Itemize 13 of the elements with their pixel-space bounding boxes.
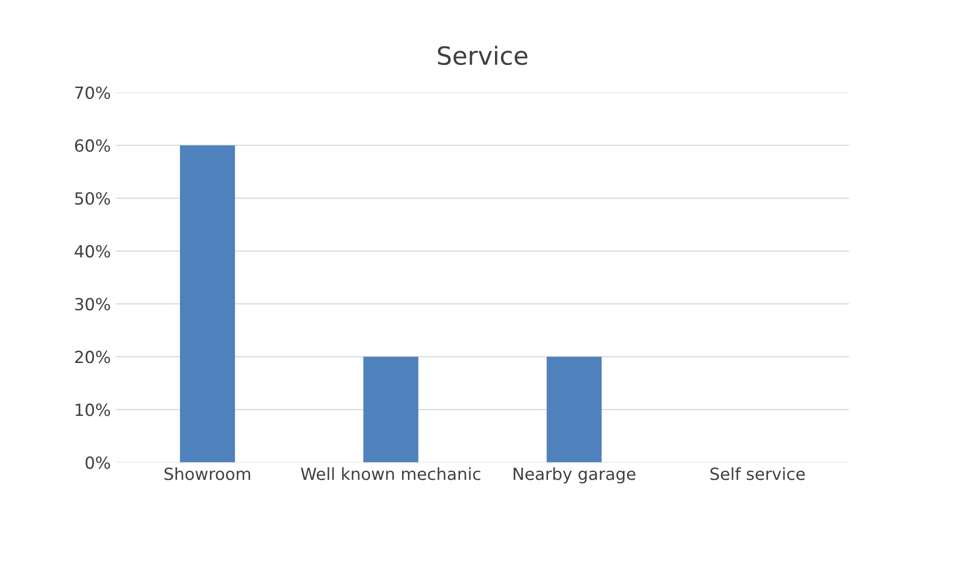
y-tick-label: 20% <box>75 350 110 364</box>
y-tick-label: 40% <box>74 244 110 258</box>
x-tick-label: Well known mechanic <box>300 467 480 480</box>
x-tick-label: Showroom <box>164 467 250 480</box>
y-tick-label: 30% <box>75 298 110 310</box>
x-tick-label: Self service <box>710 467 805 480</box>
y-tick-label: 60% <box>75 139 110 152</box>
y-tick-label: 50% <box>75 192 110 205</box>
y-tick-label: 70% <box>75 86 110 100</box>
chart-title: Service <box>438 46 528 66</box>
y-tick-label: 10% <box>76 404 110 416</box>
x-tick-label: Nearby garage <box>514 467 636 484</box>
y-tick-label: 0% <box>86 456 110 469</box>
